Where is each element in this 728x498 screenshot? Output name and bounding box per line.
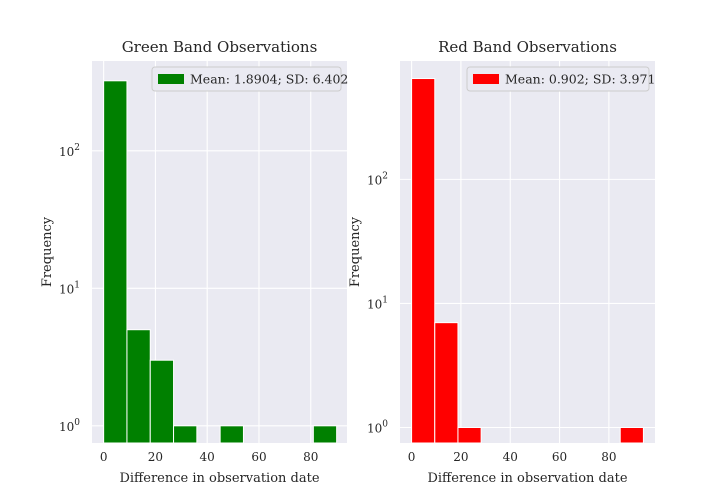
- histogram-bar: [103, 80, 128, 444]
- chart-title: Green Band Observations: [122, 38, 318, 56]
- histogram-bar: [457, 427, 482, 444]
- y-tick-label: 102: [59, 143, 80, 159]
- x-tick-label: 20: [453, 450, 468, 464]
- x-tick-label: 80: [303, 450, 318, 464]
- x-tick-label: 40: [503, 450, 518, 464]
- y-axis-label: Frequency: [40, 216, 55, 287]
- x-axis-label: Difference in observation date: [427, 471, 627, 486]
- legend: Mean: 0.902; SD: 3.971: [466, 66, 655, 92]
- histogram-bar: [149, 359, 175, 444]
- y-tick-label: 100: [367, 420, 388, 436]
- histogram-bar: [312, 425, 338, 444]
- y-tick-label: 100: [59, 418, 80, 434]
- subplot-red: 0 20 40 60 80 100 101 102 Red Band Observations D…: [348, 38, 655, 486]
- x-tick-label: 40: [200, 450, 215, 464]
- histogram-bar: [219, 425, 244, 444]
- y-tick-label: 101: [59, 280, 80, 296]
- x-tick-label: 60: [552, 450, 567, 464]
- subplot-green: 0 20 40 60 80 100 101 102 Green Band Observation…: [40, 38, 348, 486]
- histogram-bar: [126, 329, 151, 444]
- y-tick-label: 102: [367, 171, 388, 187]
- histogram-bar: [411, 78, 436, 444]
- legend-label: Mean: 1.8904; SD: 6.402: [190, 72, 348, 87]
- x-tick-label: 0: [408, 450, 416, 464]
- y-tick-label: 101: [367, 295, 388, 311]
- legend-box: [151, 66, 342, 92]
- legend-label: Mean: 0.902; SD: 3.971: [505, 72, 655, 87]
- x-axis-label: Difference in observation date: [119, 471, 319, 486]
- legend-swatch: [158, 74, 184, 84]
- y-axis-label: Frequency: [348, 216, 363, 287]
- x-tick-label: 20: [148, 450, 163, 464]
- histogram-bar: [173, 425, 198, 444]
- legend-box: [466, 66, 650, 92]
- histogram-bar: [619, 427, 644, 444]
- legend: Mean: 1.8904; SD: 6.402: [151, 66, 348, 92]
- chart-title: Red Band Observations: [438, 38, 617, 56]
- x-tick-label: 60: [251, 450, 266, 464]
- histogram-bar: [434, 322, 459, 444]
- x-tick-label: 0: [100, 450, 108, 464]
- legend-swatch: [473, 74, 499, 84]
- x-tick-label: 80: [601, 450, 616, 464]
